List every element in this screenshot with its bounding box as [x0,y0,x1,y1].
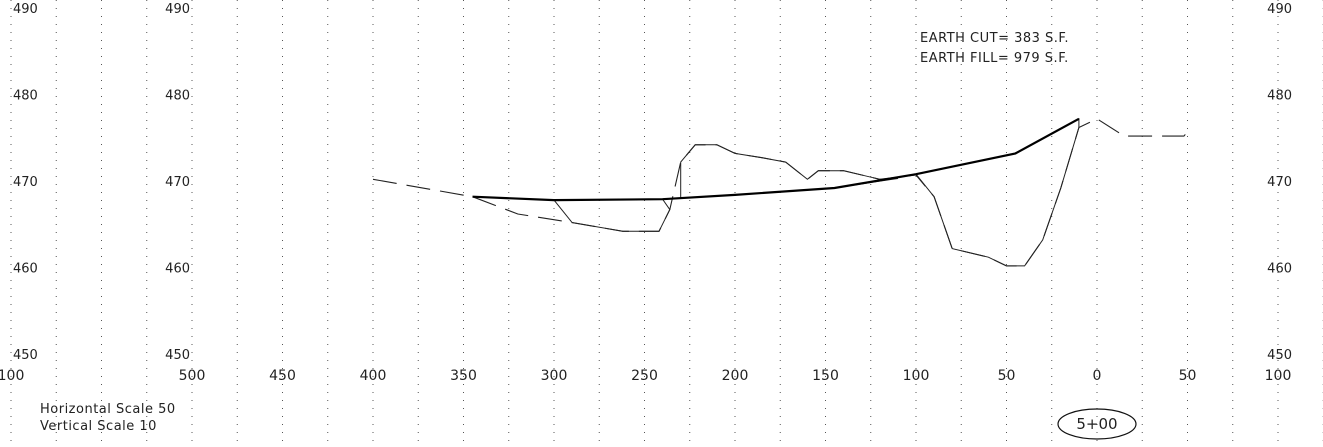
vertical-scale-label: Vertical Scale 10 [40,419,157,434]
station-callout: 5+00 [1057,408,1137,440]
elevation-tick-label: 490 [165,2,190,17]
offset-tick-label: 100 [903,368,930,384]
offset-tick-label: 500 [179,368,206,384]
offset-tick-label: 100 [0,368,24,384]
grid [10,0,1323,443]
proposed-section-line [472,117,1080,202]
elevation-tick-label: 460 [165,262,190,277]
fill-region [552,198,671,232]
elevation-tick-label: 480 [165,89,190,104]
elevation-tick-label: 490 [1267,2,1292,17]
elevation-tick-label: 450 [13,348,38,363]
elevation-tick-label: 470 [165,175,190,190]
elevation-tick-label: 490 [13,2,38,17]
offset-tick-label: 400 [360,368,387,384]
elevation-tick-label: 460 [1267,262,1292,277]
offset-tick-label: 50 [1179,368,1197,384]
elevation-tick-label: 480 [13,89,38,104]
elevation-tick-label: 470 [1267,175,1292,190]
elevation-tick-label: 470 [13,175,38,190]
elevation-tick-label: 450 [1267,348,1292,363]
offset-tick-label: 300 [541,368,568,384]
offset-tick-label: 0 [1093,368,1102,384]
station-label: 5+00 [1076,415,1117,433]
offset-tick-label: 100 [1265,368,1292,384]
offset-tick-label: 250 [631,368,658,384]
fill-region [915,117,1080,267]
offset-tick-label: 450 [269,368,296,384]
earth-fill-label: EARTH FILL= 979 S.F. [920,51,1069,66]
offset-tick-label: 50 [998,368,1016,384]
offset-tick-label: 200 [722,368,749,384]
axis-labels: 450 450 450 460 460 460 470 470 470 480 480 480 490 4… [0,2,1292,384]
elevation-tick-label: 450 [165,348,190,363]
offset-tick-label: 350 [450,368,477,384]
earthwork-regions [552,117,1080,267]
offset-tick-label: 150 [812,368,839,384]
elevation-tick-label: 480 [1267,89,1292,104]
horizontal-scale-label: Horizontal Scale 50 [40,402,176,417]
elevation-tick-label: 460 [13,262,38,277]
existing-ground-line [372,118,1192,267]
profile-lines [372,117,1192,267]
station-oval [1057,408,1137,440]
earth-cut-label: EARTH CUT= 383 S.F. [920,31,1069,46]
